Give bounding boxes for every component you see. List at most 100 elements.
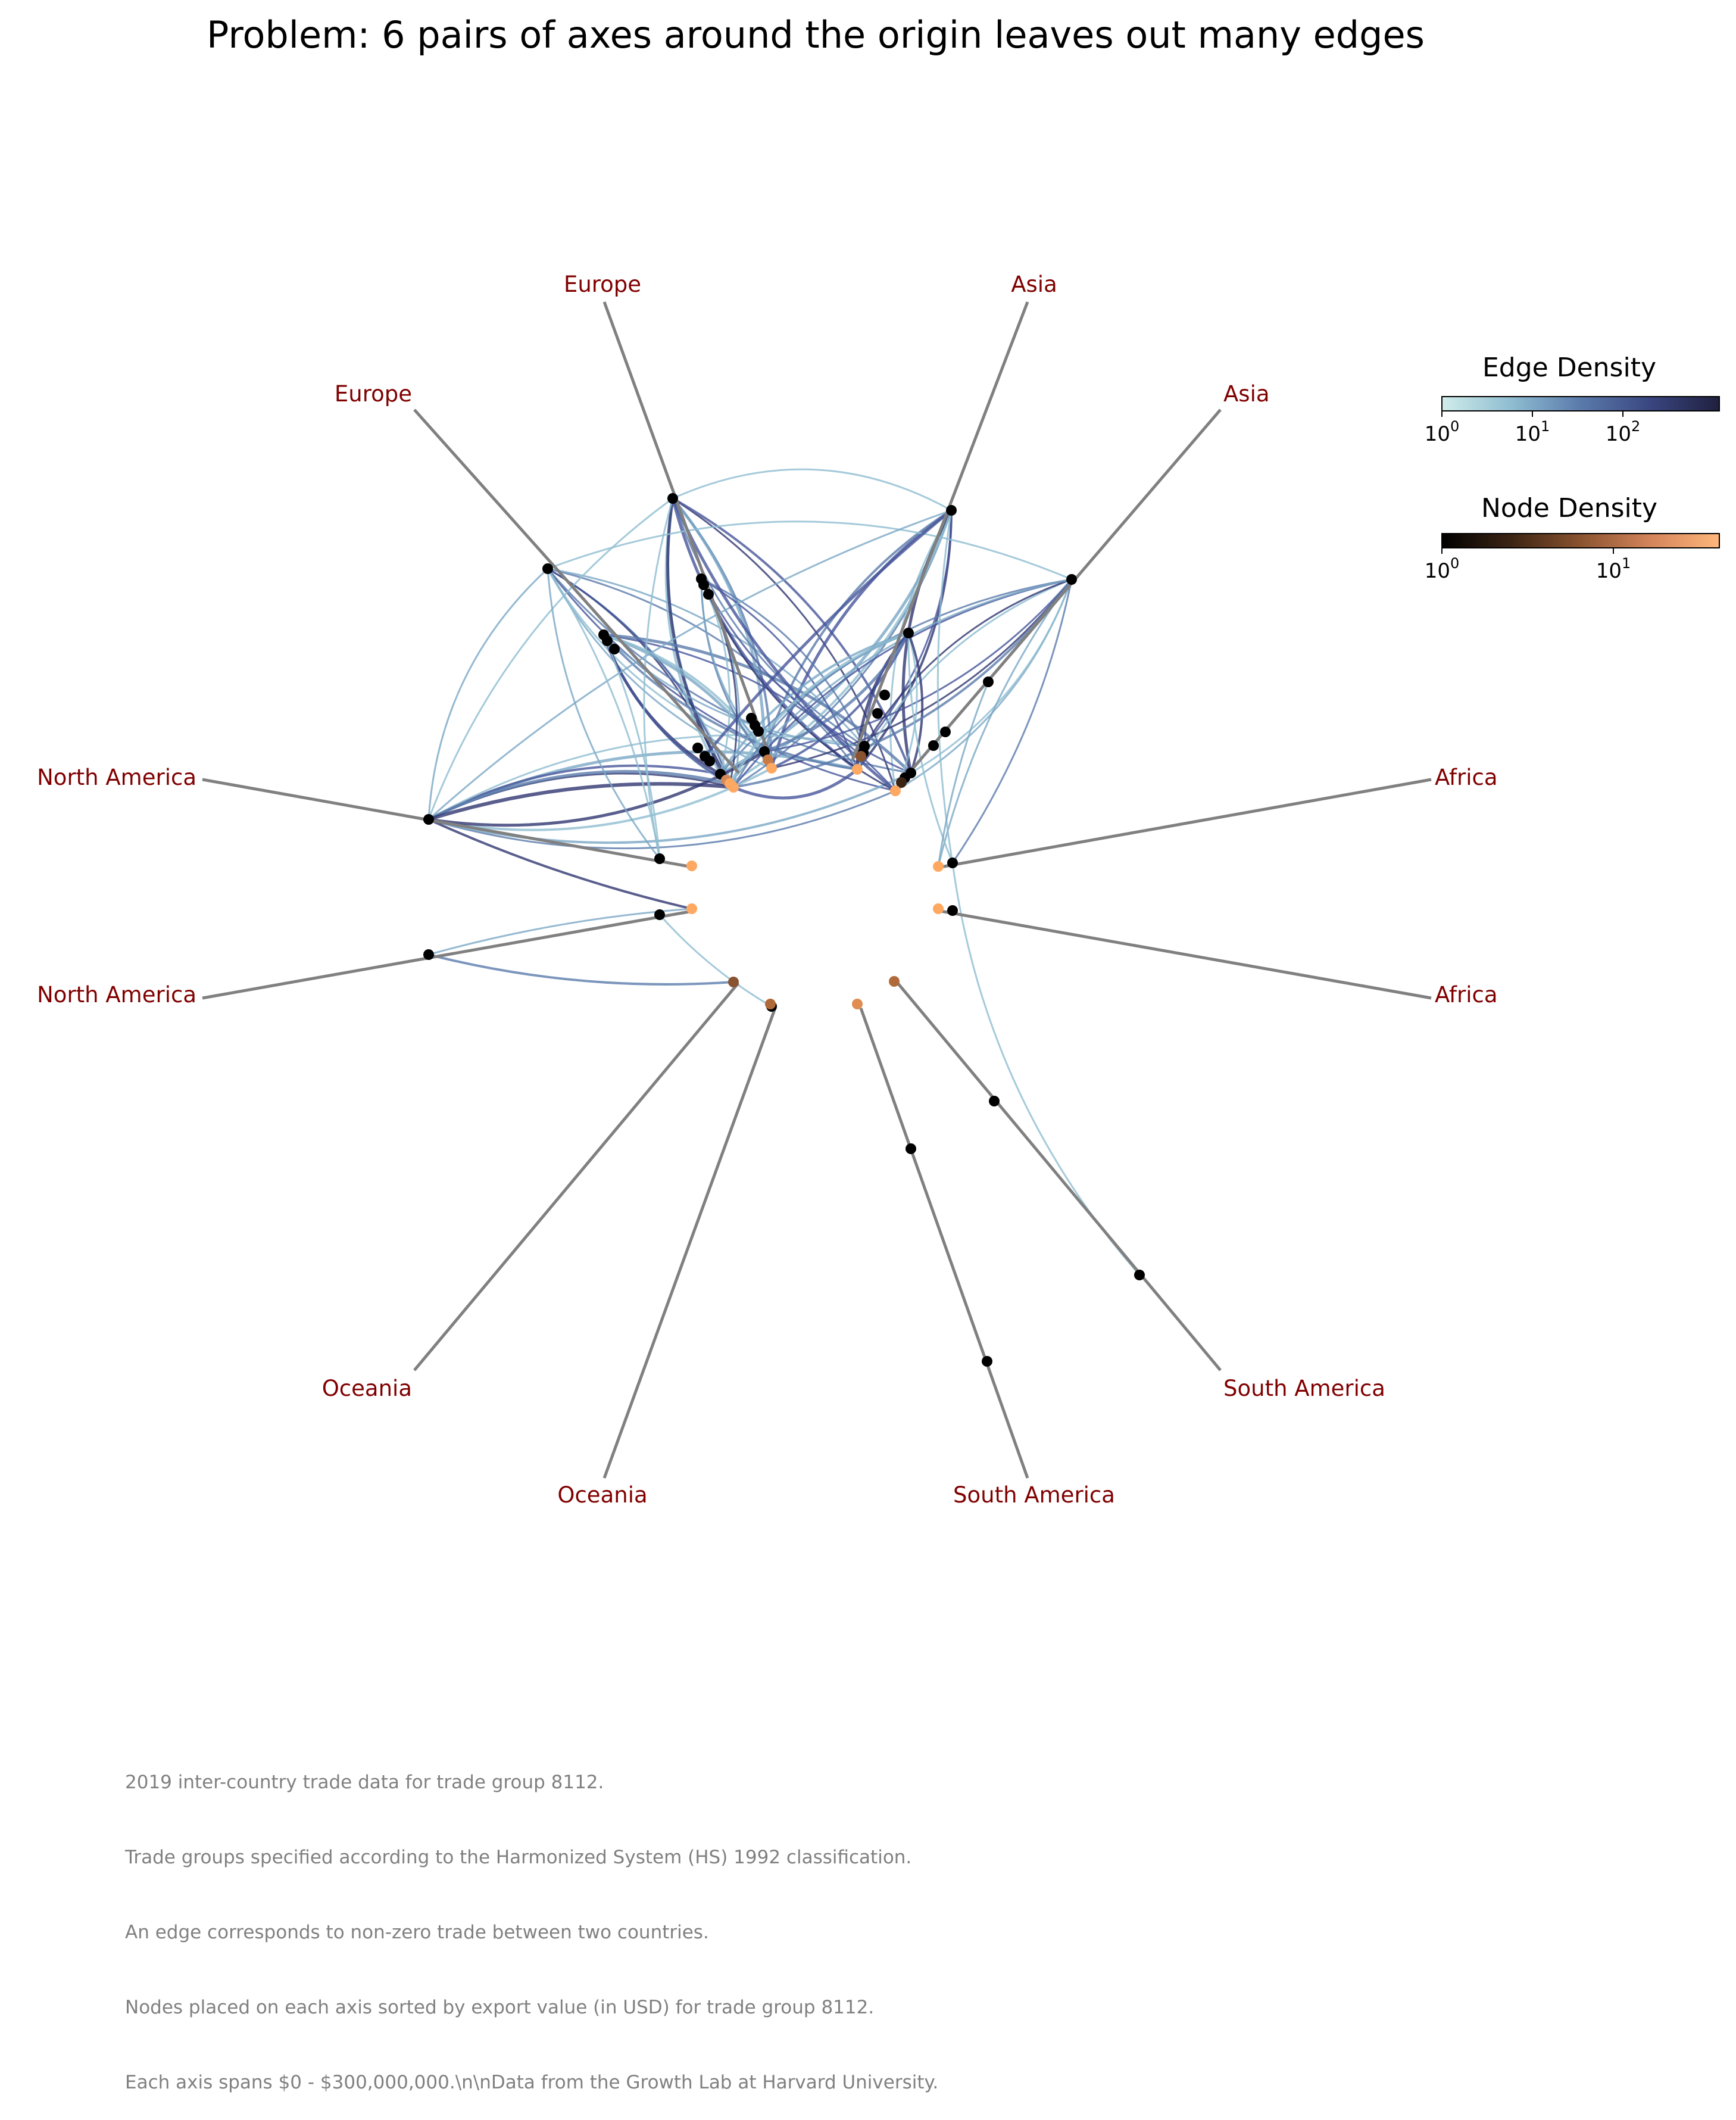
chart-title: Problem: 6 pairs of axes around the orig…	[207, 13, 1425, 57]
trade-edge	[428, 782, 734, 821]
trade-edge	[547, 568, 661, 859]
country-node	[654, 853, 665, 864]
trade-edge	[907, 632, 924, 774]
axis-asia-a	[851, 301, 1029, 760]
trade-edge	[863, 632, 910, 747]
trade-edge	[428, 953, 734, 986]
country-node	[609, 644, 620, 654]
caption-line-5: Each axis spans $0 - $300,000,000.\n\nDa…	[125, 2072, 939, 2093]
axis-label-asia-b: Asia	[1223, 381, 1270, 407]
trade-edge	[428, 734, 865, 821]
axis-north-america-b	[202, 909, 693, 1000]
edge-colorbar-tick-label: 101	[1515, 418, 1550, 446]
trade-edge	[428, 818, 692, 910]
node-colorbar-bar	[1441, 533, 1720, 548]
axis-label-oceania-a: Oceania	[322, 1376, 412, 1401]
country-node	[982, 1356, 992, 1367]
trade-edge	[428, 908, 692, 956]
axis-north-america-a	[202, 778, 693, 869]
country-node	[906, 1143, 916, 1154]
country-node	[686, 903, 697, 914]
node-layer	[423, 493, 1145, 1367]
axis-label-africa-a: Africa	[1435, 765, 1498, 790]
trade-edge	[427, 770, 730, 821]
country-node	[692, 743, 703, 753]
axis-layer	[202, 301, 1432, 1479]
country-node	[947, 905, 958, 916]
country-node	[1134, 1270, 1145, 1280]
country-node	[728, 977, 739, 987]
axis-africa-b	[940, 909, 1432, 1000]
country-node	[602, 635, 613, 646]
trade-edge	[936, 510, 954, 863]
country-node	[753, 726, 764, 737]
country-node	[698, 579, 709, 590]
axis-oceania-b	[602, 1008, 777, 1479]
edge-density-colorbar: Edge Density 100 101 102	[1425, 353, 1720, 446]
country-node	[725, 778, 735, 789]
axis-label-south-america-a: South America	[1223, 1376, 1385, 1401]
trade-edge	[856, 578, 1072, 770]
trade-edge	[428, 767, 772, 831]
trade-edge	[700, 578, 766, 752]
country-node	[879, 690, 890, 700]
node-colorbar-tick-label: 101	[1596, 555, 1631, 583]
country-node	[423, 949, 434, 960]
country-node	[667, 493, 678, 504]
country-node	[1066, 574, 1077, 585]
country-node	[896, 777, 907, 788]
node-density-colorbar: Node Density 100 101	[1425, 493, 1720, 583]
trade-edge	[700, 578, 911, 774]
country-node	[766, 763, 777, 774]
caption-line-3: An edge corresponds to non-zero trade be…	[125, 1922, 709, 1943]
country-node	[933, 861, 944, 872]
caption-line-1: 2019 inter-country trade data for trade …	[125, 1772, 604, 1793]
trade-edge	[700, 578, 731, 775]
node-colorbar-ticks: 100 101	[1425, 548, 1631, 583]
trade-edge	[907, 632, 954, 863]
hive-plot: Europe Europe Asia Asia Africa Africa So…	[37, 272, 1720, 1508]
axis-south-america-a	[897, 982, 1222, 1371]
axis-europe-b	[602, 301, 773, 760]
axis-label-africa-b: Africa	[1435, 982, 1498, 1008]
country-node	[703, 589, 714, 600]
trade-edge	[547, 520, 1072, 581]
node-colorbar-title: Node Density	[1481, 493, 1657, 523]
edge-layer	[427, 468, 1141, 1276]
trade-edge	[547, 568, 661, 859]
edge-colorbar-title: Edge Density	[1482, 353, 1656, 383]
caption-line-4: Nodes placed on each axis sorted by expo…	[125, 1997, 875, 2018]
country-node	[940, 727, 951, 737]
axis-europe-a	[413, 409, 740, 774]
axis-oceania-a	[413, 982, 739, 1371]
trade-edge	[643, 498, 674, 859]
trade-edge	[672, 497, 897, 791]
country-node	[654, 909, 665, 920]
trade-edge	[719, 632, 909, 775]
country-node	[542, 563, 553, 574]
country-node	[903, 628, 914, 638]
trade-edge	[728, 631, 909, 785]
trade-edge	[547, 568, 858, 770]
country-node	[852, 999, 863, 1009]
trade-edge	[771, 632, 910, 769]
country-node	[686, 861, 697, 871]
trade-edge	[863, 510, 953, 747]
trade-edge	[733, 768, 858, 800]
edge-colorbar-tick-label: 102	[1606, 418, 1641, 446]
country-node	[946, 505, 957, 516]
axis-label-north-america-a: North America	[37, 765, 196, 790]
trade-edge	[729, 578, 1072, 784]
country-node	[989, 1096, 1000, 1106]
axis-label-south-america-b: South America	[953, 1482, 1115, 1508]
country-node	[852, 764, 863, 775]
trade-edge	[672, 468, 952, 512]
axis-africa-a	[940, 778, 1432, 869]
trade-edge	[603, 633, 773, 769]
country-node	[890, 785, 901, 796]
trade-edge	[427, 497, 673, 820]
axis-label-europe-b: Europe	[564, 272, 641, 297]
trade-edge	[547, 568, 896, 792]
trade-edge	[704, 509, 953, 757]
country-node	[983, 676, 994, 687]
